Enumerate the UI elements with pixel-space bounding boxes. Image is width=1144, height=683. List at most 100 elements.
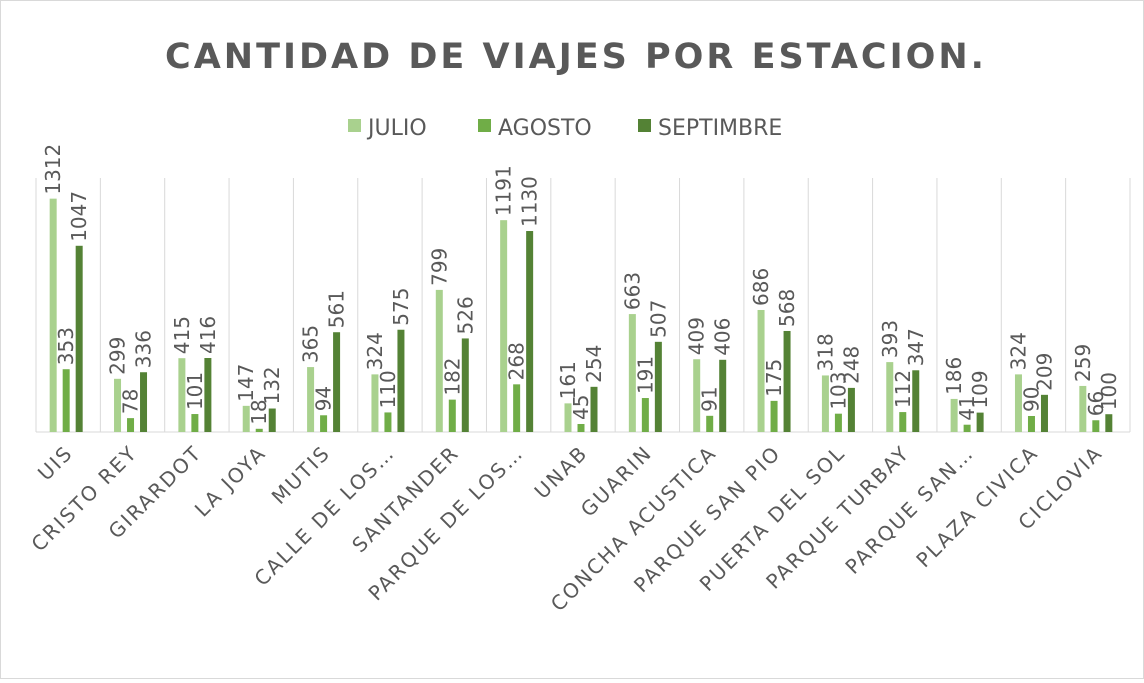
bar bbox=[641, 398, 649, 432]
bar bbox=[834, 413, 842, 432]
data-label: 1130 bbox=[518, 176, 542, 227]
bar bbox=[847, 387, 855, 432]
bar bbox=[49, 198, 57, 432]
bar bbox=[114, 378, 122, 432]
legend-label: JULIO bbox=[366, 116, 427, 141]
data-label: 110 bbox=[376, 370, 400, 408]
data-label: 324 bbox=[1006, 332, 1030, 370]
bar bbox=[191, 414, 199, 432]
data-label: 132 bbox=[260, 366, 284, 404]
data-label: 191 bbox=[633, 356, 657, 394]
bar bbox=[899, 412, 907, 432]
bar bbox=[912, 370, 920, 432]
data-label: 575 bbox=[389, 288, 413, 326]
bar bbox=[526, 231, 534, 432]
data-label: 254 bbox=[582, 345, 606, 383]
bar bbox=[950, 398, 958, 432]
bar bbox=[1079, 385, 1087, 432]
data-label: 568 bbox=[775, 289, 799, 327]
data-label: 526 bbox=[453, 296, 477, 334]
data-label: 186 bbox=[942, 357, 966, 395]
data-label: 259 bbox=[1071, 344, 1095, 382]
bar bbox=[255, 428, 263, 432]
data-label: 100 bbox=[1097, 372, 1121, 410]
bar bbox=[719, 359, 727, 432]
data-label: 248 bbox=[839, 346, 863, 384]
data-label: 209 bbox=[1032, 353, 1056, 391]
data-label: 409 bbox=[685, 317, 709, 355]
bar bbox=[384, 412, 392, 432]
data-label: 507 bbox=[646, 300, 670, 338]
data-label: 268 bbox=[505, 342, 529, 380]
bar bbox=[320, 415, 328, 432]
bar bbox=[204, 358, 212, 432]
data-label: 18 bbox=[247, 399, 271, 424]
bar bbox=[62, 369, 70, 432]
bar bbox=[448, 399, 456, 432]
data-label: 561 bbox=[325, 290, 349, 328]
data-label: 109 bbox=[968, 370, 992, 408]
chart-title: CANTIDAD DE VIAJES POR ESTACION. bbox=[165, 37, 987, 77]
data-label: 318 bbox=[813, 333, 837, 371]
bar bbox=[590, 386, 598, 432]
data-label: 299 bbox=[106, 337, 130, 375]
bar bbox=[307, 367, 315, 432]
bar bbox=[1040, 394, 1048, 432]
data-label: 686 bbox=[749, 268, 773, 306]
bar bbox=[628, 314, 636, 432]
bar bbox=[706, 415, 714, 432]
data-label: 112 bbox=[891, 370, 915, 408]
bar bbox=[654, 341, 662, 432]
data-label: 799 bbox=[427, 248, 451, 286]
data-label: 90 bbox=[1019, 387, 1043, 412]
data-label: 415 bbox=[170, 316, 194, 354]
bar bbox=[461, 338, 469, 432]
bar bbox=[371, 374, 379, 432]
bar bbox=[140, 372, 148, 432]
bar bbox=[178, 358, 186, 432]
data-label: 147 bbox=[234, 364, 258, 402]
bar bbox=[564, 403, 572, 432]
data-label: 91 bbox=[698, 386, 722, 411]
bar bbox=[1092, 420, 1100, 432]
data-label: 336 bbox=[132, 330, 156, 368]
bar bbox=[500, 220, 508, 432]
legend-swatch bbox=[638, 119, 651, 132]
legend-label: SEPTIMBRE bbox=[658, 116, 782, 141]
data-label: 1312 bbox=[41, 144, 65, 195]
bar bbox=[513, 384, 521, 432]
data-label: 663 bbox=[620, 272, 644, 310]
data-label: 161 bbox=[556, 361, 580, 399]
bar bbox=[1014, 374, 1022, 432]
bar bbox=[435, 289, 443, 432]
bar bbox=[127, 418, 135, 432]
data-label: 393 bbox=[878, 320, 902, 358]
data-label: 101 bbox=[183, 372, 207, 410]
data-label: 182 bbox=[440, 357, 464, 395]
data-label: 1191 bbox=[492, 165, 516, 216]
data-label: 406 bbox=[711, 318, 735, 356]
data-label: 365 bbox=[299, 325, 323, 363]
legend-label: AGOSTO bbox=[498, 116, 592, 141]
bar bbox=[242, 405, 250, 432]
data-label: 353 bbox=[54, 327, 78, 365]
bar bbox=[333, 332, 341, 432]
bar bbox=[886, 362, 894, 432]
bar bbox=[770, 400, 778, 432]
data-label: 78 bbox=[119, 389, 143, 414]
bar bbox=[757, 309, 765, 432]
data-label: 94 bbox=[312, 386, 336, 411]
legend-swatch bbox=[348, 119, 361, 132]
bar bbox=[268, 408, 276, 432]
bar bbox=[693, 359, 701, 432]
legend-swatch bbox=[478, 119, 491, 132]
data-label: 1047 bbox=[67, 191, 91, 242]
bar bbox=[75, 245, 83, 432]
data-label: 45 bbox=[569, 395, 593, 420]
bar bbox=[821, 375, 829, 432]
bar bbox=[1027, 415, 1035, 432]
data-label: 103 bbox=[826, 371, 850, 409]
bar bbox=[577, 423, 585, 432]
